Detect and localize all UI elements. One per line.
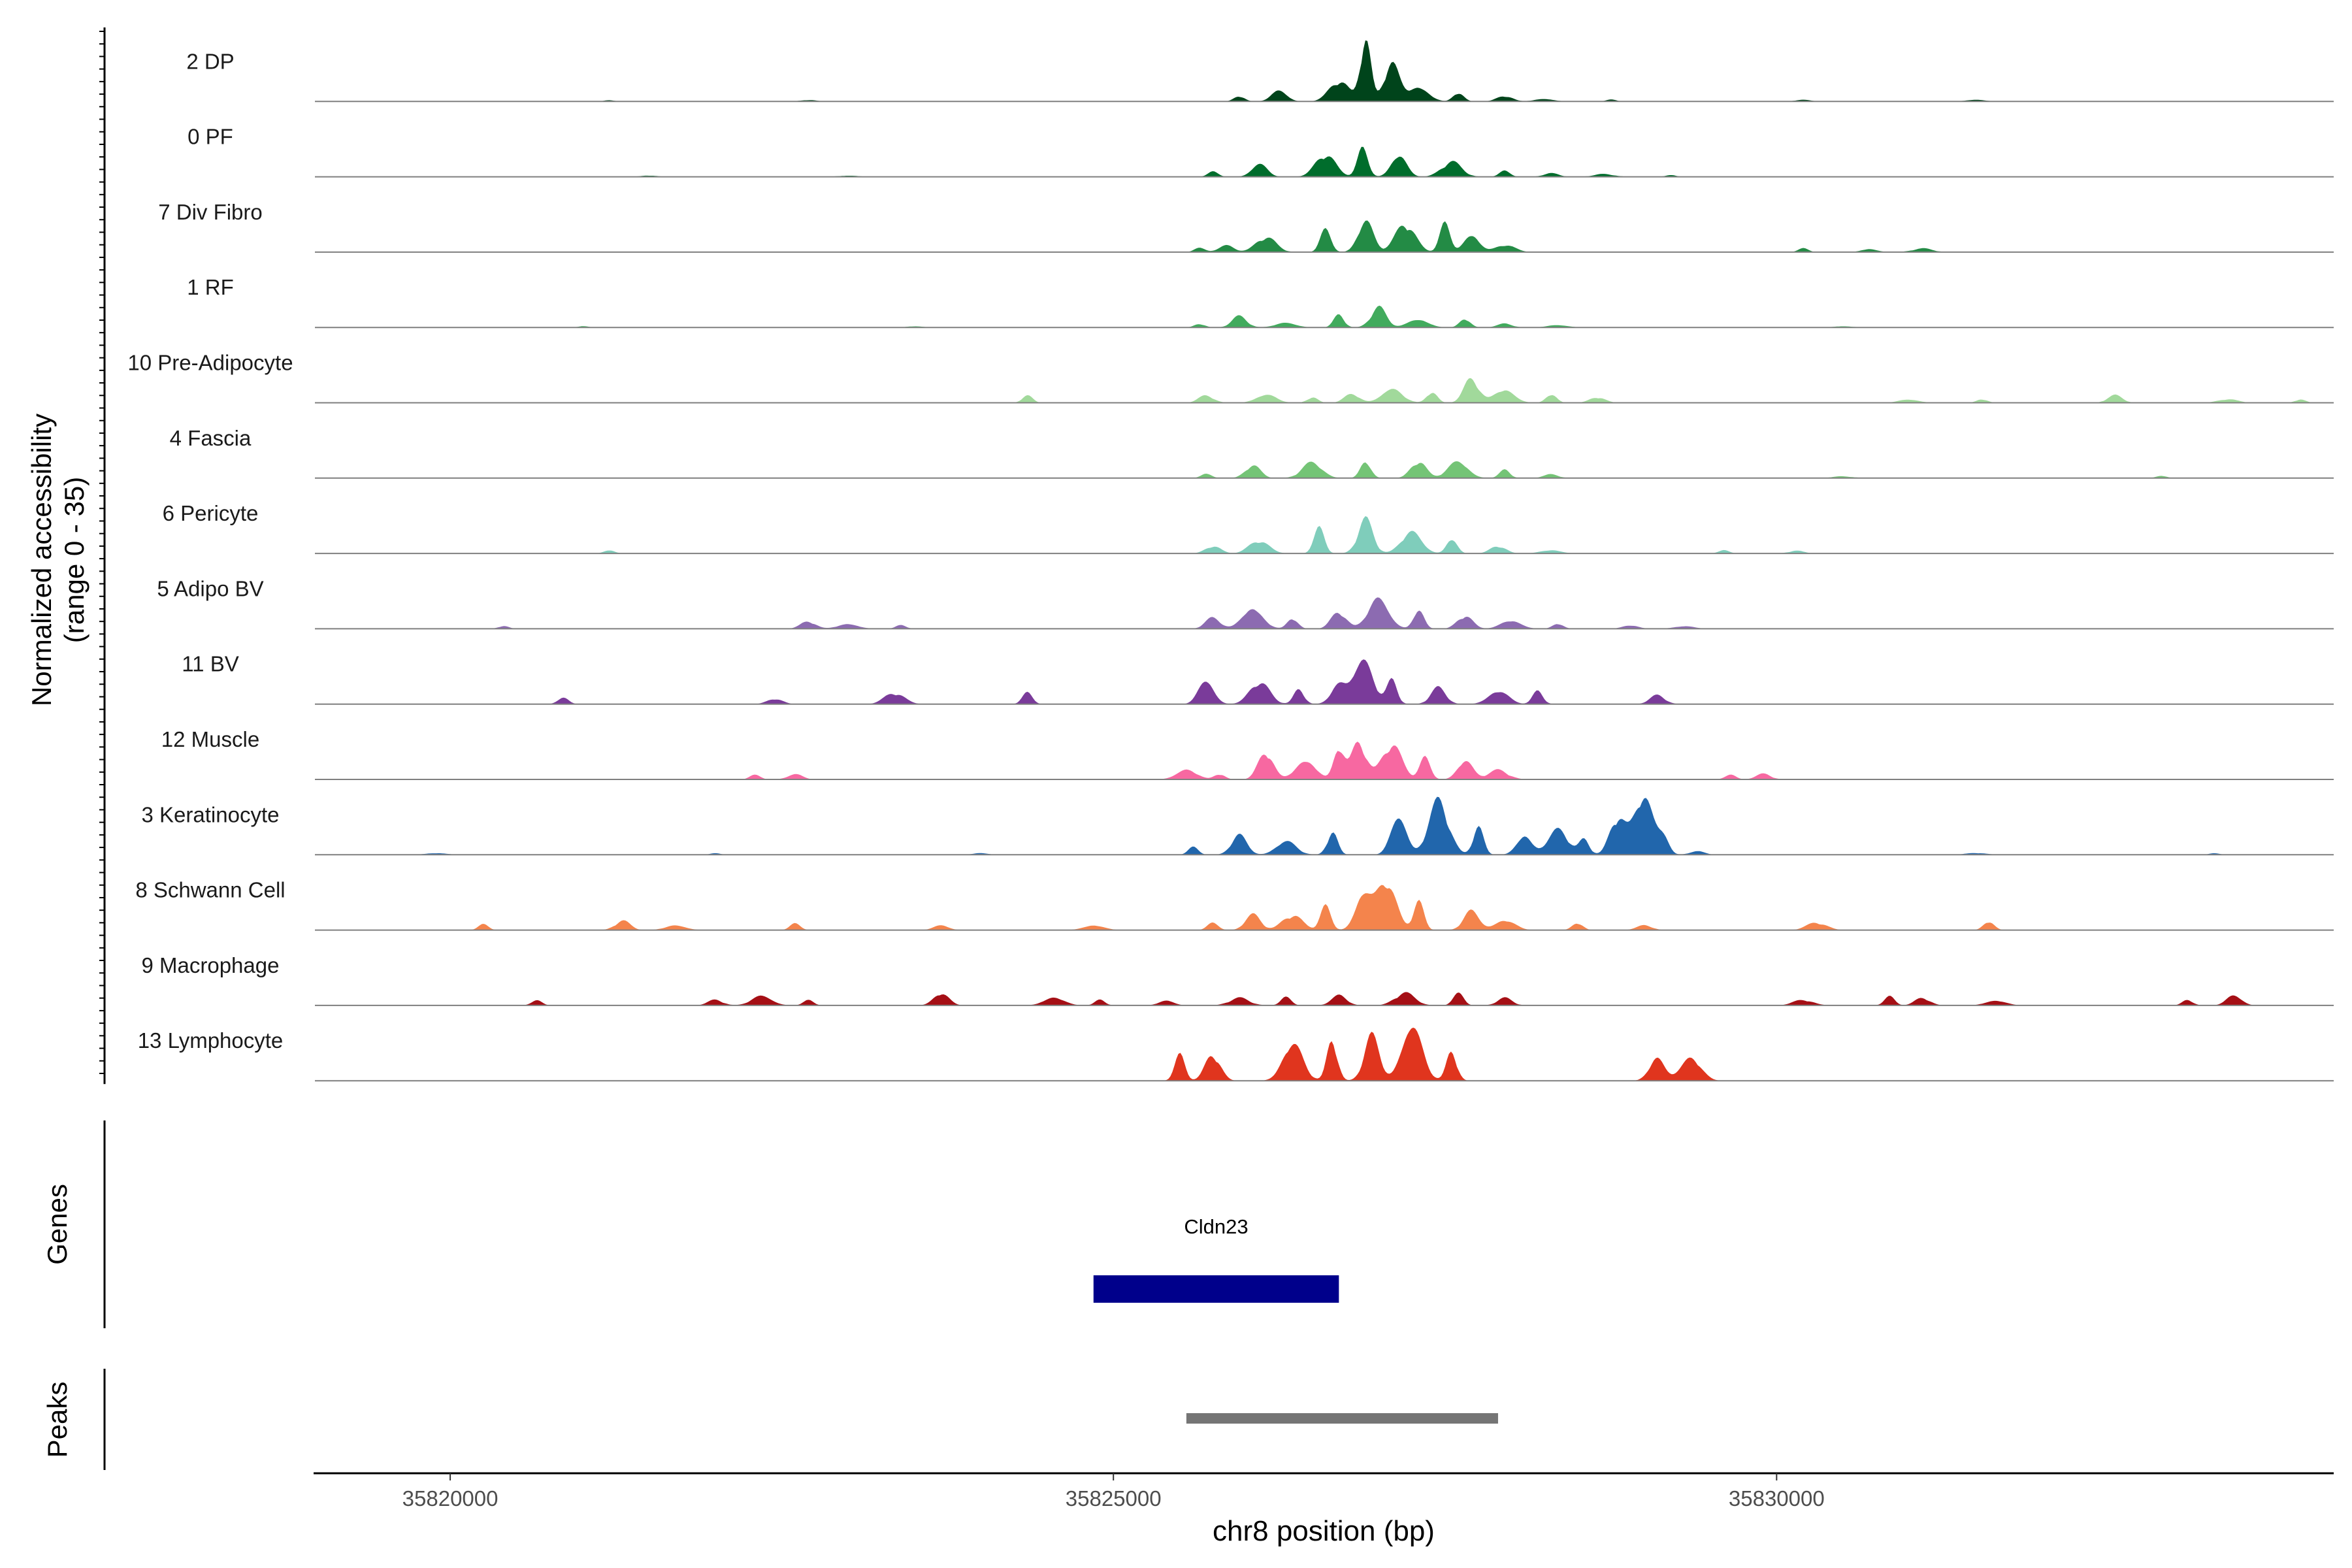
track-5: 10 Pre-Adipocyte — [127, 351, 2334, 404]
gene-label: Cldn23 — [1184, 1215, 1248, 1238]
y-axis-label-line2: (range 0 - 35) — [59, 477, 90, 643]
track-13: 9 Macrophage — [142, 953, 2334, 1006]
y-axis-label-line1: Normalized accessibility — [26, 414, 57, 706]
genes-track: Cldn23 — [1093, 1215, 1339, 1303]
track-11: 3 Keratinocyte — [142, 796, 2334, 856]
track-label: 7 Div Fibro — [158, 200, 263, 224]
track-label: 13 Lymphocyte — [138, 1028, 284, 1053]
track-label: 3 Keratinocyte — [142, 802, 280, 826]
track-14: 13 Lymphocyte — [138, 1027, 2334, 1082]
coverage-area — [315, 305, 2334, 328]
coverage-area — [315, 516, 2334, 554]
track-4: 1 RF — [187, 275, 2334, 329]
track-8: 5 Adipo BV — [157, 576, 2334, 630]
x-tick-label: 35830000 — [1729, 1486, 1825, 1511]
coverage-area — [315, 1027, 2334, 1081]
coverage-area — [315, 742, 2334, 779]
track-label: 4 Fascia — [170, 426, 252, 450]
x-axis-label: chr8 position (bp) — [1213, 1515, 1435, 1547]
gene-body — [1093, 1275, 1339, 1303]
track-10: 12 Muscle — [161, 727, 2334, 780]
coverage-area — [315, 40, 2334, 102]
x-tick-label: 35825000 — [1066, 1486, 1162, 1511]
coverage-area — [315, 220, 2334, 252]
track-label: 9 Macrophage — [142, 953, 280, 977]
track-3: 7 Div Fibro — [158, 200, 2334, 253]
track-label: 5 Adipo BV — [157, 576, 263, 600]
track-1: 2 DP — [186, 40, 2334, 103]
coverage-area — [315, 885, 2334, 930]
track-label: 10 Pre-Adipocyte — [127, 351, 293, 375]
coverage-area — [315, 597, 2334, 629]
coverage-area — [315, 992, 2334, 1005]
coverage-area — [315, 378, 2334, 403]
x-axis-ticks: 35820000 35825000 35830000 — [402, 1473, 1825, 1511]
peaks-panel-label: Peaks — [42, 1382, 73, 1458]
track-label: 2 DP — [186, 49, 234, 73]
genes-panel-label: Genes — [42, 1184, 73, 1265]
track-label: 1 RF — [187, 275, 234, 299]
track-7: 6 Pericyte — [163, 501, 2334, 555]
track-label: 11 BV — [182, 652, 238, 676]
coverage-area — [315, 146, 2334, 177]
track-12: 8 Schwann Cell — [135, 878, 2334, 931]
track-label: 12 Muscle — [161, 727, 259, 751]
accessibility-tracks: 2 DP 0 PF 7 Div Fibro 1 RF 10 Pre-Adipocyte 4… — [127, 40, 2334, 1082]
peak-region — [1186, 1413, 1498, 1424]
coverage-y-axis — [99, 27, 106, 1085]
coverage-area — [315, 461, 2334, 478]
track-6: 4 Fascia — [170, 426, 2334, 479]
x-tick-label: 35820000 — [402, 1486, 498, 1511]
peaks-track — [1186, 1413, 1498, 1424]
track-label: 8 Schwann Cell — [135, 878, 285, 902]
track-9: 11 BV — [182, 652, 2334, 705]
track-2: 0 PF — [188, 125, 2334, 178]
track-label: 0 PF — [188, 125, 233, 149]
coverage-area — [315, 659, 2334, 704]
coverage-area — [315, 796, 2334, 855]
track-label: 6 Pericyte — [163, 501, 259, 525]
